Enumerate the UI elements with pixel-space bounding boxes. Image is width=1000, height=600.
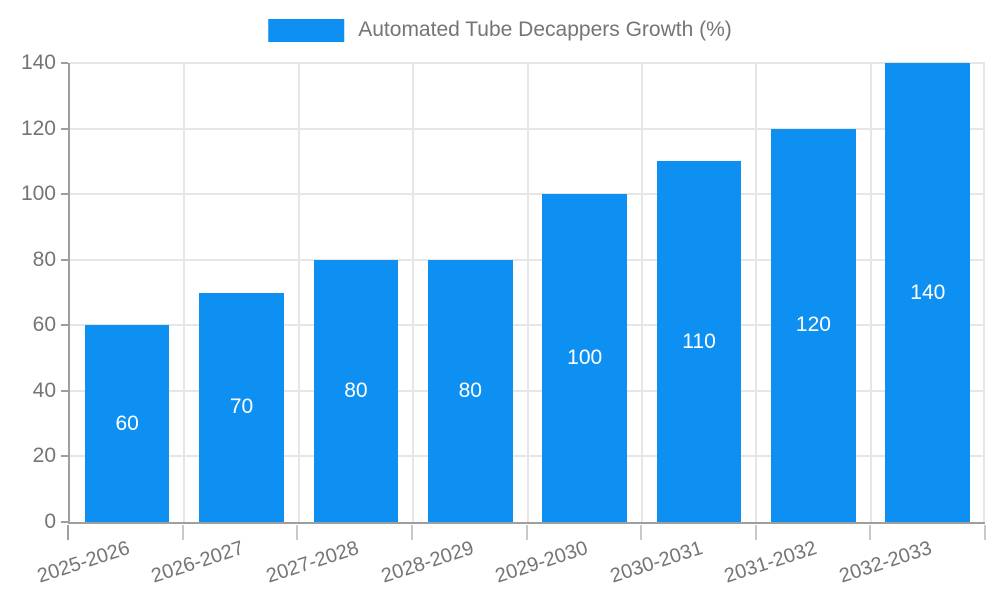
- x-tick: [754, 525, 757, 540]
- x-tick-label-2028-2029: 2028-2029: [378, 537, 476, 588]
- bar-value-label: 60: [115, 411, 139, 435]
- y-tick: [61, 521, 68, 523]
- bar-2028-2029: 80: [427, 259, 513, 522]
- bar-value-label: 80: [344, 378, 368, 402]
- y-tick: [61, 455, 68, 458]
- x-axis-labels: 2025-2026 2026-2027 2027-2028 2028-2029 2029…: [34, 531, 985, 596]
- v-gridline: [412, 63, 415, 522]
- bar-value-label: 80: [458, 378, 482, 402]
- y-tick-label: 100: [20, 182, 56, 206]
- y-tick: [61, 389, 68, 392]
- bar-value-label: 70: [229, 395, 254, 419]
- v-gridline: [297, 63, 300, 522]
- y-tick: [61, 324, 68, 327]
- bar-2032-2033: 140: [885, 63, 971, 522]
- v-gridline: [869, 63, 872, 522]
- v-gridline: [983, 63, 985, 522]
- y-tick-label: 60: [32, 313, 56, 337]
- x-tick-label-2026-2027: 2026-2027: [148, 537, 247, 588]
- y-tick: [61, 258, 68, 261]
- legend-swatch: [268, 18, 345, 42]
- bar-value-label: 100: [567, 346, 603, 370]
- bar-2029-2030: 100: [542, 194, 627, 522]
- v-gridline: [183, 63, 186, 522]
- x-tick: [525, 525, 528, 540]
- v-gridline: [526, 63, 529, 522]
- x-tick-label-2025-2026: 2025-2026: [34, 537, 133, 588]
- y-tick-label: 80: [32, 247, 56, 271]
- y-tick: [61, 127, 68, 130]
- bar-2031-2032: 120: [771, 128, 856, 522]
- y-axis-labels: 0 20 40 60 80 100 120 140: [0, 51, 58, 533]
- y-tick: [61, 62, 68, 64]
- bar-2027-2028: 80: [313, 259, 399, 522]
- y-tick-label: 20: [32, 444, 56, 468]
- plot-area: 60 70 80 80 100 110 120 140: [68, 62, 985, 524]
- legend: Automated Tube Decappers Growth (%): [268, 18, 732, 42]
- x-tick-label-2027-2028: 2027-2028: [263, 537, 362, 588]
- bar-value-label: 120: [795, 313, 831, 337]
- legend-label: Automated Tube Decappers Growth (%): [358, 18, 732, 41]
- bar-2026-2027: 70: [199, 292, 284, 522]
- x-tick: [181, 525, 184, 540]
- y-tick: [61, 193, 68, 196]
- y-axis-ticks: [61, 62, 68, 523]
- bar-value-label: 110: [682, 329, 716, 353]
- x-tick: [869, 525, 872, 540]
- x-tick-label-2029-2030: 2029-2030: [492, 537, 591, 588]
- x-tick: [640, 525, 643, 540]
- x-tick: [410, 525, 413, 540]
- bar-2025-2026: 60: [84, 325, 170, 522]
- x-tick: [296, 525, 299, 540]
- x-tick: [67, 525, 69, 540]
- x-tick-label-2031-2032: 2031-2032: [722, 537, 820, 588]
- x-axis-ticks: [67, 525, 986, 540]
- bar-value-label: 140: [910, 280, 946, 304]
- x-tick: [984, 525, 986, 540]
- bar-2030-2031: 110: [656, 161, 742, 522]
- y-tick-label: 0: [44, 510, 56, 533]
- y-tick-label: 140: [20, 51, 56, 74]
- x-tick-label-2030-2031: 2030-2031: [607, 537, 706, 588]
- y-tick-label: 120: [20, 116, 56, 140]
- v-gridline: [640, 63, 643, 522]
- v-gridline: [755, 63, 758, 522]
- y-tick-label: 40: [32, 378, 56, 402]
- x-tick-label-2032-2033: 2032-2033: [836, 537, 935, 588]
